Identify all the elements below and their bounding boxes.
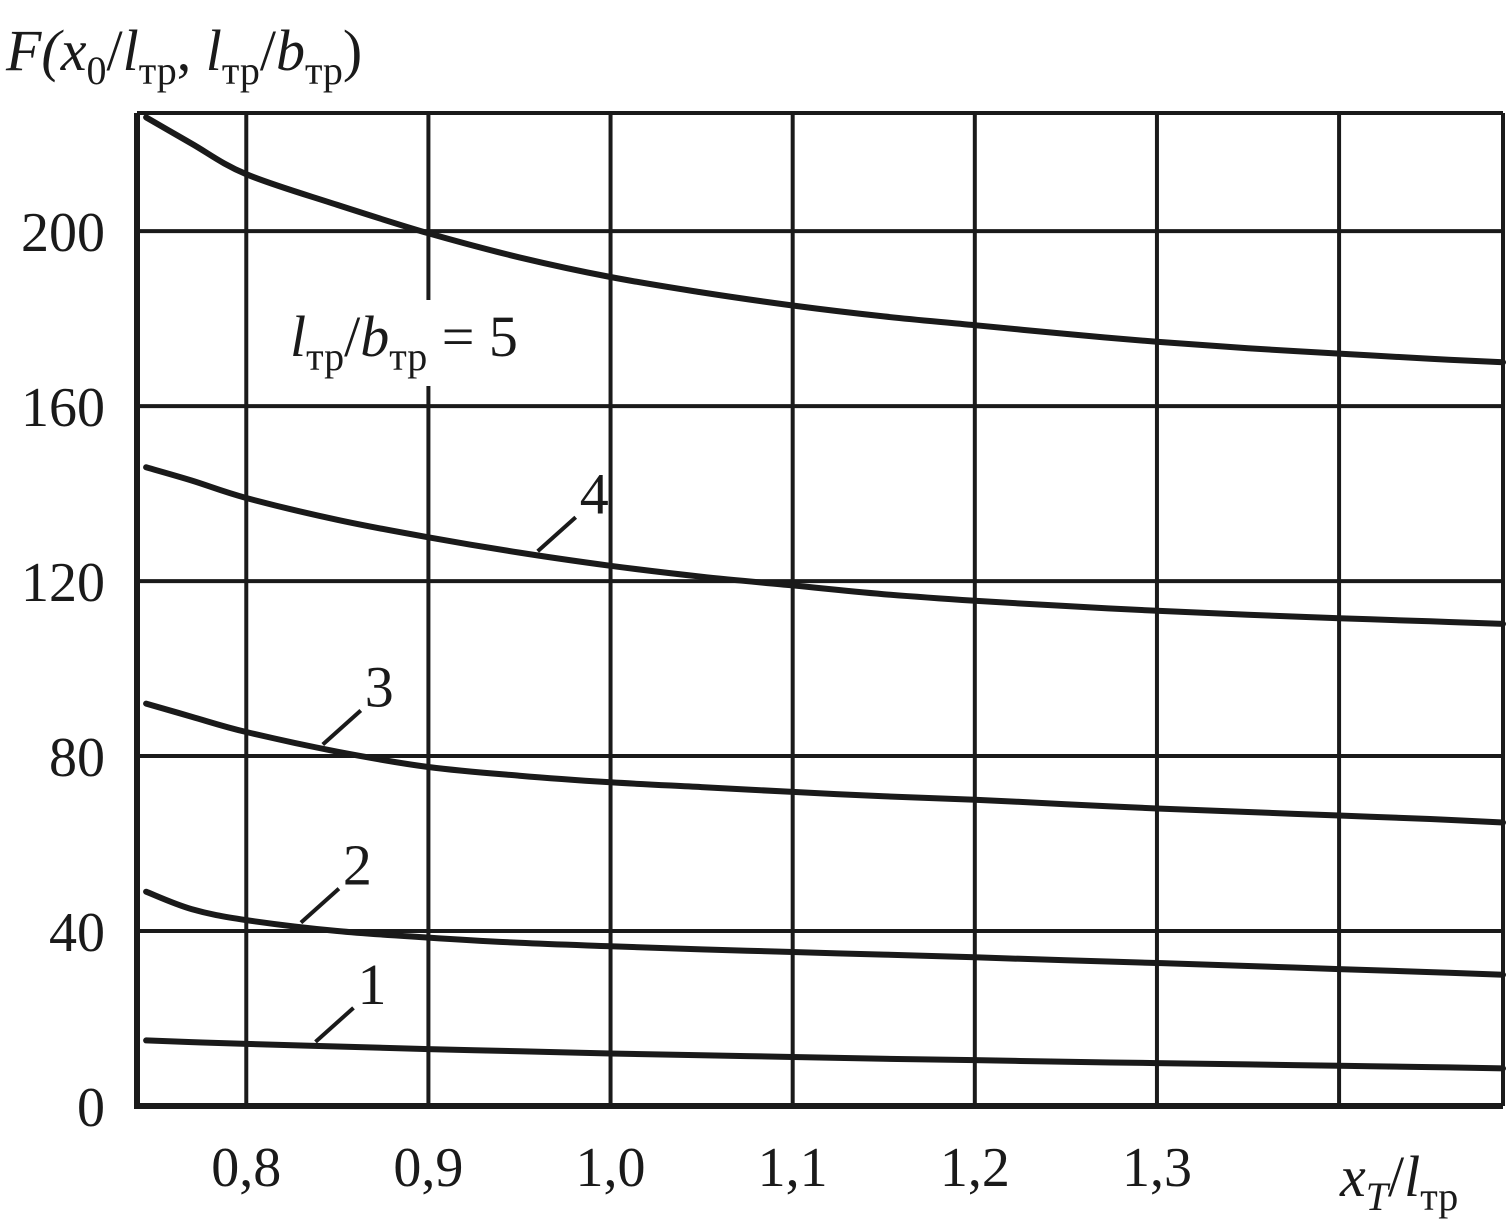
y-tick-label-3: 120	[21, 552, 105, 614]
series-line-4	[143, 464, 1506, 627]
x-tick-label-4: 1,2	[940, 1137, 1010, 1199]
y-tick-label-5: 200	[21, 202, 105, 264]
x-tick-label-2: 1,0	[576, 1137, 646, 1199]
series-lines	[143, 114, 1506, 1072]
y-axis-label: F(x0/lтр, lтр/bтр)	[5, 18, 362, 93]
y-tick-labels: 0 40 80 120 160 200	[21, 202, 105, 1139]
series-line-2	[143, 888, 1506, 978]
grid-lines	[137, 111, 1505, 1106]
series-line-3	[143, 700, 1506, 826]
y-tick-label-4: 160	[21, 377, 105, 439]
series-line-5	[143, 114, 1506, 366]
y-tick-label-1: 40	[49, 902, 105, 964]
label-leaders	[299, 515, 578, 1044]
annotation-ratio: lтр/bтр = 5	[290, 304, 518, 379]
x-axis-label: xT/lтр	[1339, 1144, 1458, 1219]
x-tick-label-1: 0,9	[393, 1137, 463, 1199]
x-tick-label-5: 1,3	[1122, 1137, 1192, 1199]
series-leader-1	[314, 1006, 355, 1044]
axes	[134, 113, 1503, 1109]
x-tick-label-3: 1,1	[758, 1137, 828, 1199]
series-leader-2	[299, 887, 341, 925]
series-labels: 1 2 3 4	[343, 461, 609, 1017]
annotation-background	[282, 300, 564, 386]
y-tick-label-0: 0	[77, 1077, 105, 1139]
series-leader-3	[321, 709, 363, 747]
series-label-4: 4	[580, 461, 609, 526]
x-tick-label-0: 0,8	[211, 1137, 281, 1199]
series-leader-4	[536, 515, 578, 553]
series-label-1: 1	[357, 952, 386, 1017]
y-tick-label-2: 80	[49, 727, 105, 789]
x-tick-labels: 0,8 0,9 1,0 1,1 1,2 1,3	[211, 1137, 1192, 1199]
series-label-2: 2	[343, 833, 372, 898]
series-label-3: 3	[365, 655, 394, 720]
series-line-1	[143, 1037, 1506, 1072]
